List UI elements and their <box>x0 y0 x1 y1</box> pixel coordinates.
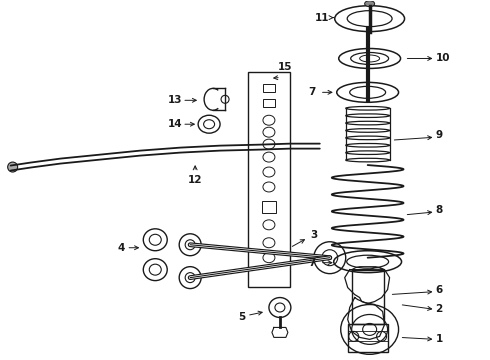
Text: 3: 3 <box>310 230 317 240</box>
Bar <box>263 84 275 92</box>
Text: 1: 1 <box>436 334 442 345</box>
Text: 11: 11 <box>315 13 330 23</box>
Bar <box>352 270 384 324</box>
Circle shape <box>8 162 18 172</box>
Ellipse shape <box>365 1 375 7</box>
Text: 12: 12 <box>188 175 202 185</box>
Text: 9: 9 <box>436 130 442 140</box>
Text: 2: 2 <box>436 305 442 315</box>
Text: 13: 13 <box>168 95 182 105</box>
Text: 8: 8 <box>436 205 442 215</box>
Text: 7: 7 <box>308 258 316 268</box>
Bar <box>263 99 275 107</box>
Text: 4: 4 <box>118 243 125 253</box>
Text: 7: 7 <box>308 87 316 97</box>
Text: 5: 5 <box>238 312 245 323</box>
Bar <box>248 72 290 287</box>
Text: 6: 6 <box>436 284 442 294</box>
Text: 14: 14 <box>168 119 182 129</box>
Text: 15: 15 <box>278 62 292 72</box>
Bar <box>262 201 276 213</box>
Bar <box>348 324 388 352</box>
Text: 10: 10 <box>436 54 450 63</box>
